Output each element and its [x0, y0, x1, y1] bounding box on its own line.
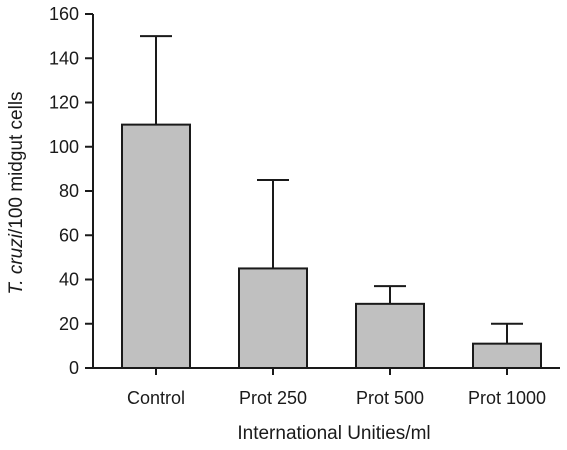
- y-tick-label: 60: [59, 225, 79, 245]
- y-tick-label: 160: [49, 4, 79, 24]
- y-ticks-layer: 0 20 40 60 80 100 120 140 160: [49, 4, 93, 378]
- y-tick-label: 120: [49, 93, 79, 113]
- error-bars-layer: [140, 35, 523, 344]
- y-axis-title-species: T. cruzi: [6, 233, 27, 294]
- x-ticks-layer: Control Prot 250 Prot 500 Prot 1000: [127, 368, 546, 408]
- x-tick-label: Prot 1000: [468, 388, 546, 408]
- bar: [472, 342, 542, 370]
- y-tick-label: 40: [59, 270, 79, 290]
- y-axis-title: T. cruzi/100 midgut cells: [6, 91, 27, 294]
- bars-layer: [121, 123, 542, 370]
- bar: [121, 123, 191, 369]
- bar: [238, 267, 308, 369]
- x-tick-label: Prot 250: [239, 388, 307, 408]
- y-tick-label: 100: [49, 137, 79, 157]
- bar: [355, 302, 425, 369]
- x-tick-label: Control: [127, 388, 185, 408]
- x-tick-label: Prot 500: [356, 388, 424, 408]
- y-axis-title-unit: /100 midgut cells: [6, 91, 27, 234]
- y-tick-label: 80: [59, 181, 79, 201]
- y-tick-label: 140: [49, 48, 79, 68]
- x-axis-title: International Unities/ml: [237, 423, 430, 444]
- y-tick-label: 0: [69, 358, 79, 378]
- y-tick-label: 20: [59, 314, 79, 334]
